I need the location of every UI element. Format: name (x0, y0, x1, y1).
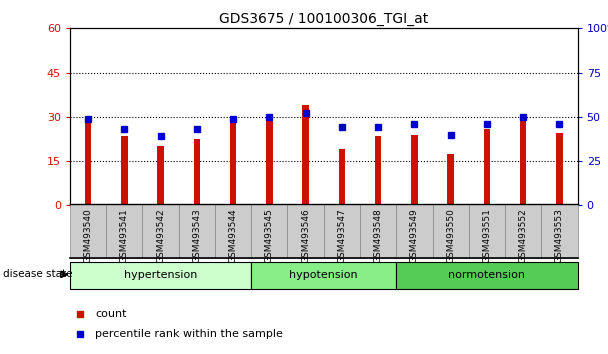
Text: disease state: disease state (3, 269, 72, 279)
Bar (230, 120, 237, 205)
Bar (302, 105, 309, 205)
Text: GSM493552: GSM493552 (519, 208, 528, 263)
Bar (396, 262, 578, 289)
Bar (323, 204, 360, 258)
Bar (339, 149, 345, 205)
Bar (251, 204, 288, 258)
Bar (70, 262, 251, 289)
Text: GSM493544: GSM493544 (229, 208, 238, 263)
Bar (447, 154, 454, 205)
Text: GSM493553: GSM493553 (555, 208, 564, 263)
Text: count: count (95, 309, 127, 319)
Text: GSM493543: GSM493543 (192, 208, 201, 263)
Text: GSM493546: GSM493546 (301, 208, 310, 263)
Bar (505, 204, 541, 258)
Text: hypertension: hypertension (124, 270, 197, 280)
Text: GSM493542: GSM493542 (156, 208, 165, 263)
Text: GSM493550: GSM493550 (446, 208, 455, 263)
Bar (288, 204, 323, 258)
Text: GSM493541: GSM493541 (120, 208, 129, 263)
Bar (520, 118, 527, 205)
Text: GSM493551: GSM493551 (482, 208, 491, 263)
Bar (85, 118, 91, 205)
Text: GSM493540: GSM493540 (83, 208, 92, 263)
Bar (360, 204, 396, 258)
Text: GSM493549: GSM493549 (410, 208, 419, 263)
Text: GSM493545: GSM493545 (265, 208, 274, 263)
Bar (484, 129, 490, 205)
Bar (179, 204, 215, 258)
Bar (396, 204, 432, 258)
Bar (411, 135, 418, 205)
Bar (469, 204, 505, 258)
Bar (157, 146, 164, 205)
Bar (541, 204, 578, 258)
Text: normotension: normotension (449, 270, 525, 280)
Bar (142, 204, 179, 258)
Bar (193, 139, 200, 205)
Text: percentile rank within the sample: percentile rank within the sample (95, 329, 283, 339)
Bar (556, 133, 563, 205)
Title: GDS3675 / 100100306_TGI_at: GDS3675 / 100100306_TGI_at (219, 12, 429, 26)
Text: GSM493547: GSM493547 (337, 208, 347, 263)
Bar (215, 204, 251, 258)
Bar (266, 117, 272, 205)
Bar (375, 136, 381, 205)
Text: hypotension: hypotension (289, 270, 358, 280)
Bar (106, 204, 142, 258)
Bar (121, 136, 128, 205)
Bar (70, 204, 106, 258)
Bar (432, 204, 469, 258)
Text: GSM493548: GSM493548 (374, 208, 382, 263)
Bar (251, 262, 396, 289)
